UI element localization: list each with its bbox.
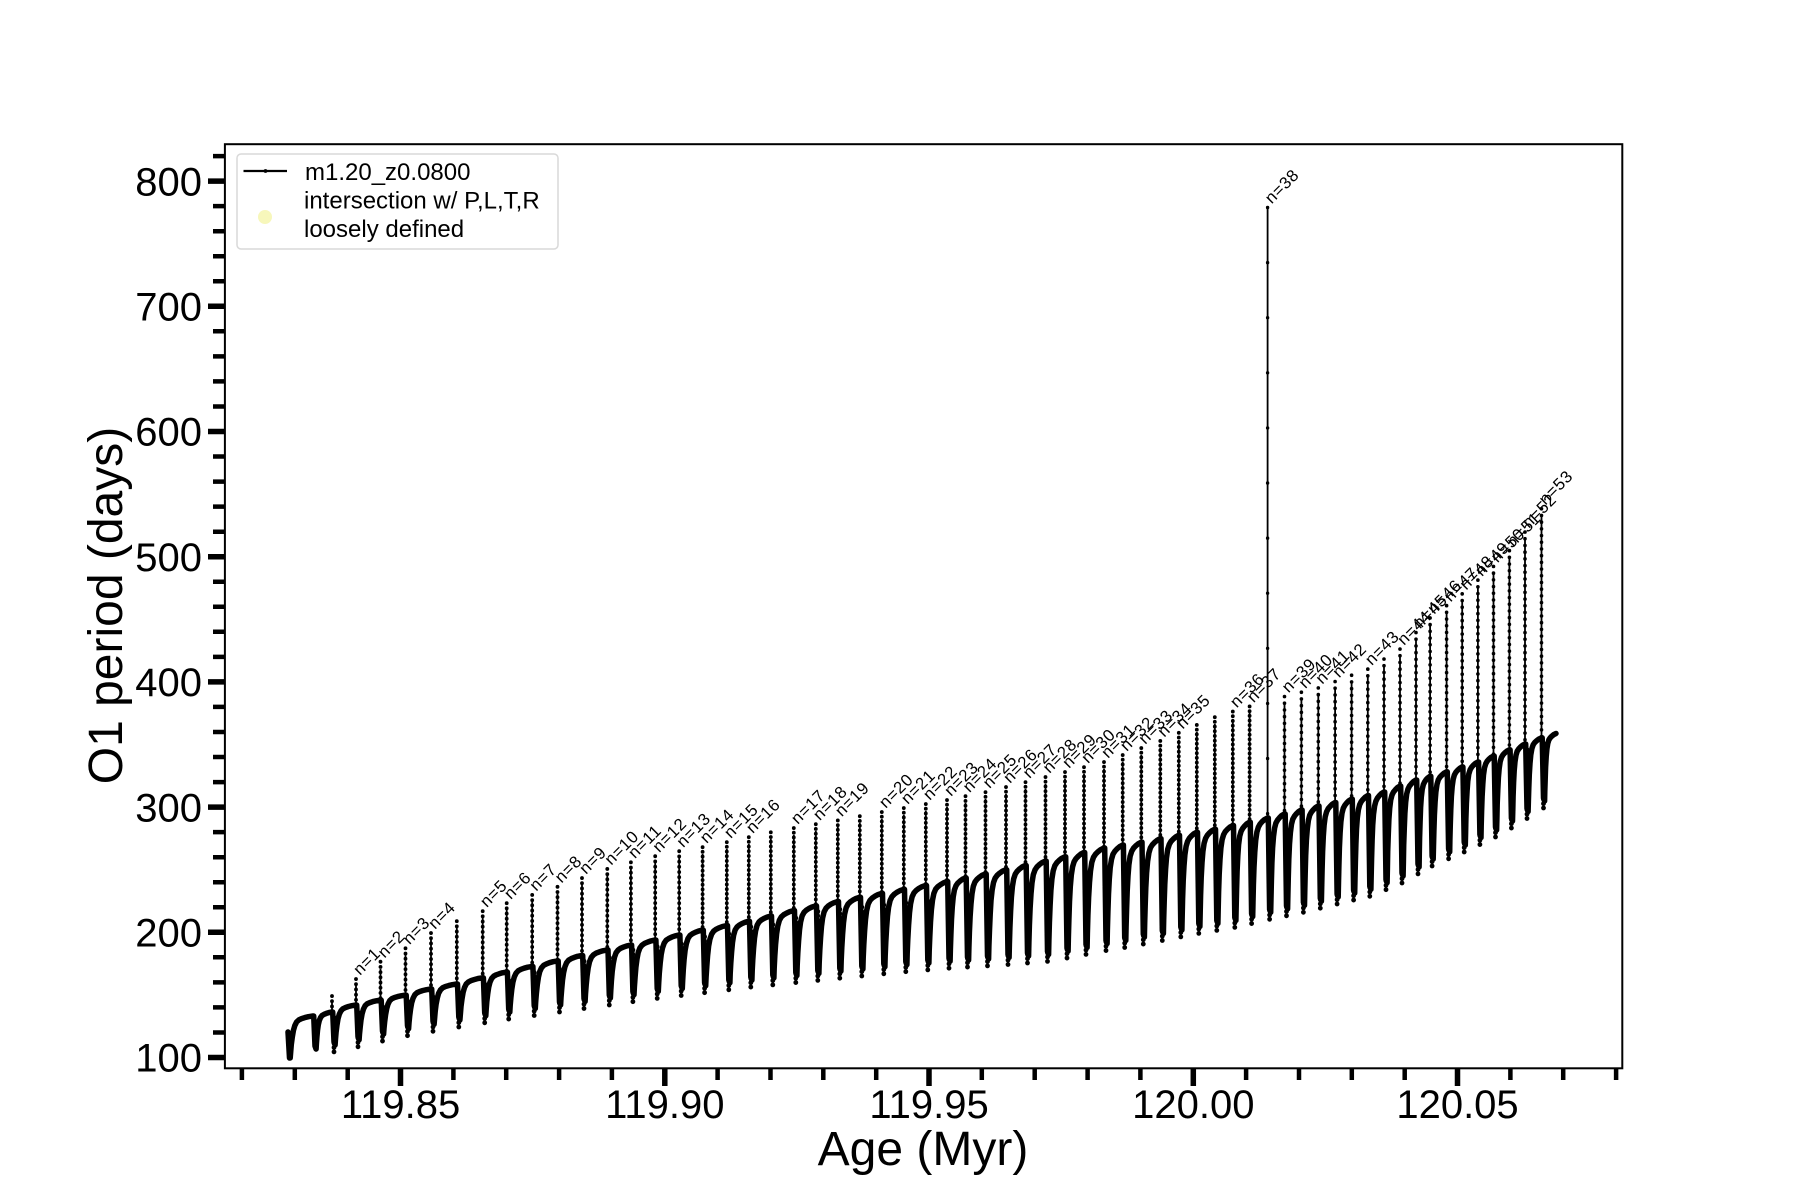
svg-text:119.95: 119.95 bbox=[869, 1083, 988, 1127]
svg-text:O1 period (days): O1 period (days) bbox=[80, 427, 133, 785]
svg-text:100: 100 bbox=[135, 1037, 202, 1081]
svg-text:120.00: 120.00 bbox=[1132, 1083, 1254, 1127]
svg-text:600: 600 bbox=[135, 411, 202, 455]
svg-text:Age (Myr): Age (Myr) bbox=[818, 1123, 1029, 1176]
svg-text:119.85: 119.85 bbox=[341, 1083, 460, 1127]
svg-text:120.05: 120.05 bbox=[1396, 1083, 1518, 1127]
svg-text:700: 700 bbox=[135, 286, 202, 330]
svg-text:119.90: 119.90 bbox=[605, 1083, 724, 1127]
svg-text:intersection w/ P,L,T,R: intersection w/ P,L,T,R bbox=[304, 188, 540, 215]
svg-text:500: 500 bbox=[135, 536, 202, 580]
svg-text:m1.20_z0.0800: m1.20_z0.0800 bbox=[305, 159, 470, 186]
svg-text:300: 300 bbox=[135, 786, 202, 830]
svg-text:200: 200 bbox=[135, 912, 202, 956]
svg-text:800: 800 bbox=[135, 160, 202, 204]
svg-text:loosely defined: loosely defined bbox=[304, 216, 464, 243]
svg-text:400: 400 bbox=[135, 661, 202, 705]
